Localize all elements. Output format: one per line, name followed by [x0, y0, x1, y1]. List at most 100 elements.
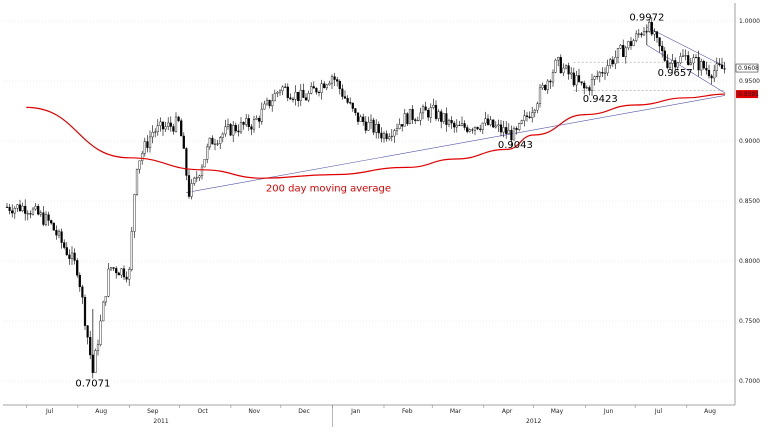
candle-body: [83, 297, 87, 326]
candle-body: [445, 113, 448, 125]
candle-body: [429, 107, 432, 118]
candle-body: [442, 113, 445, 122]
candle-body: [356, 112, 360, 122]
candle-body: [390, 135, 393, 138]
candle-body: [221, 133, 224, 138]
candle-body: [167, 122, 170, 127]
candle-body: [320, 83, 323, 93]
candle-body: [336, 79, 339, 82]
candle-body: [489, 119, 492, 125]
candle-body: [603, 72, 607, 74]
candle-body: [668, 63, 672, 68]
x-month-label: Apr: [502, 408, 513, 415]
candle-body: [26, 213, 29, 215]
candle-body: [281, 86, 284, 92]
candle-body: [16, 204, 19, 209]
candle-body: [325, 84, 328, 89]
trendlines: [185, 26, 726, 193]
candle-body: [380, 132, 383, 139]
candle-body: [31, 208, 35, 215]
candle-body: [468, 129, 471, 132]
candle-body: [351, 102, 354, 109]
price-candles: [5, 16, 726, 379]
candle-body: [154, 131, 157, 133]
candle-body: [143, 141, 146, 154]
candle-body: [466, 127, 469, 132]
candle-body: [671, 60, 674, 64]
candle-body: [159, 121, 162, 126]
candle-body: [684, 55, 687, 57]
candle-body: [622, 45, 625, 57]
candle-body: [172, 126, 175, 132]
candle-body: [525, 115, 529, 117]
candle-body: [458, 124, 461, 126]
candle-body: [637, 33, 640, 35]
candle-body: [408, 108, 412, 125]
candle-body: [507, 129, 510, 134]
candle-body: [169, 122, 172, 127]
candle-body: [294, 91, 297, 100]
candle-body: [68, 254, 71, 259]
candle-body: [286, 86, 289, 98]
candle-body: [148, 136, 152, 148]
candle-body: [117, 272, 120, 276]
candle-body: [715, 63, 718, 71]
trendline: [646, 44, 726, 94]
candle-body: [187, 175, 191, 197]
annotation-jun-low: 0.9423: [583, 94, 618, 105]
moving-average-label: 200 day moving average: [266, 183, 391, 194]
candle-body: [460, 123, 464, 126]
candle-body: [219, 137, 222, 144]
candle-body: [70, 252, 74, 259]
candle-body: [11, 210, 14, 214]
candle-body: [614, 57, 617, 65]
x-axis: Jul Aug Sep Oct Nov Dec Jan Feb Mar Apr …: [45, 408, 716, 425]
candle-body: [437, 111, 440, 119]
candle-body: [180, 120, 183, 137]
candle-body: [567, 65, 570, 75]
candle-body: [76, 260, 79, 276]
y-tick-label: 0.9000: [739, 138, 760, 145]
candle-body: [193, 177, 196, 184]
candle-body: [663, 50, 666, 61]
candle-body: [486, 118, 490, 125]
candle-body: [13, 208, 16, 214]
candle-body: [559, 57, 562, 74]
candle-body: [481, 122, 484, 130]
candle-body: [271, 100, 274, 107]
candle-body: [572, 72, 575, 86]
candle-body: [593, 76, 596, 80]
candle-body: [323, 83, 326, 89]
candle-body: [653, 31, 656, 35]
candle-body: [650, 22, 653, 35]
candle-body: [128, 269, 131, 280]
candle-body: [700, 61, 703, 71]
candle-body: [94, 350, 97, 373]
candle-body: [434, 104, 438, 119]
candle-body: [515, 128, 518, 130]
candle-body: [720, 64, 724, 69]
candle-body: [616, 48, 620, 58]
candle-body: [206, 146, 209, 160]
candle-body: [497, 124, 500, 127]
candle-body: [276, 91, 279, 94]
candle-body: [512, 128, 516, 141]
candle-body: [450, 120, 453, 124]
candle-body: [260, 108, 263, 122]
y-tick-label: 1.0000: [739, 18, 760, 25]
candle-body: [239, 122, 243, 133]
candle-body: [661, 45, 664, 52]
candle-body: [224, 126, 227, 135]
candle-body: [78, 274, 81, 288]
candle-body: [393, 130, 396, 137]
y-tick-label: 0.8500: [739, 198, 760, 205]
y-tick-label: 0.9500: [739, 78, 760, 85]
candle-body: [492, 119, 495, 128]
candle-body: [676, 62, 679, 68]
candle-body: [596, 76, 599, 78]
candle-body: [302, 89, 305, 98]
candle-body: [135, 168, 139, 195]
candle-body: [710, 75, 713, 79]
candle-body: [642, 31, 646, 36]
candle-body: [208, 137, 211, 148]
